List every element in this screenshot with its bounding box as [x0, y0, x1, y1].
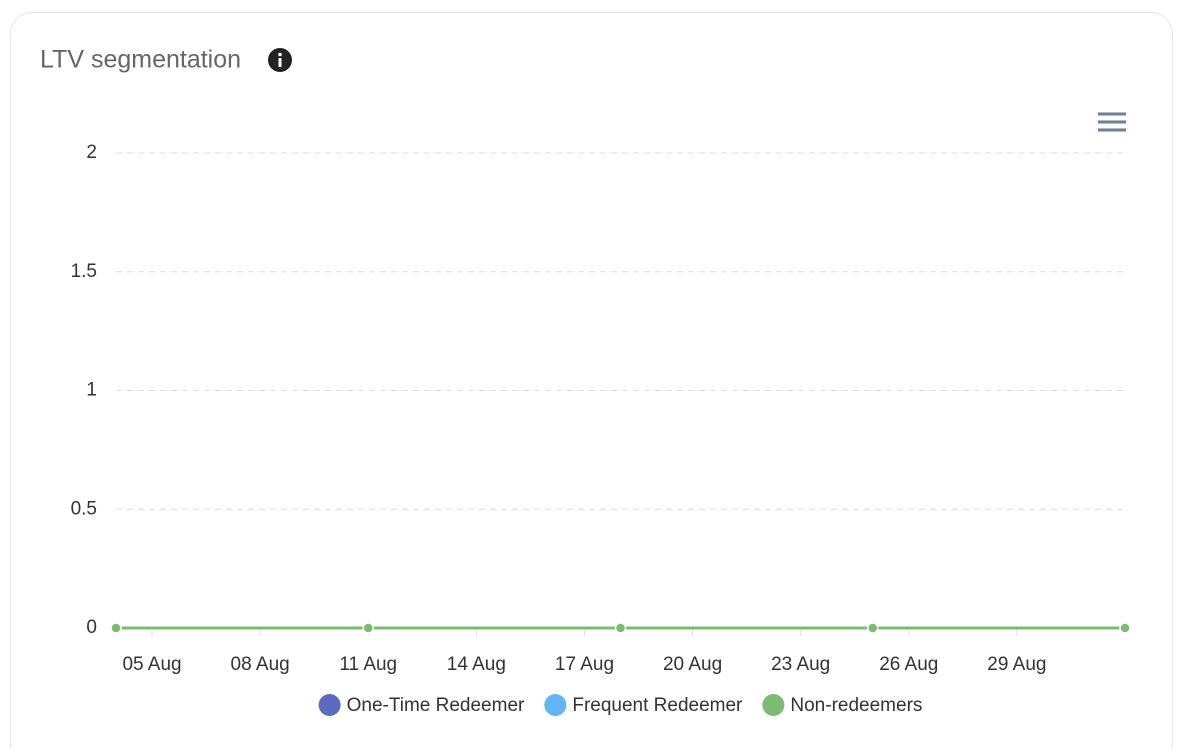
x-tick-label: 08 Aug [231, 654, 290, 675]
chart-title: LTV segmentation [40, 46, 241, 74]
x-tick-label: 14 Aug [447, 654, 506, 675]
legend-swatch [544, 694, 567, 716]
legend-item[interactable]: One-Time Redeemer [318, 694, 525, 716]
info-icon[interactable] [268, 48, 292, 72]
card [10, 12, 1173, 753]
x-tick-label: 29 Aug [987, 654, 1046, 675]
y-tick-label: 2 [86, 142, 97, 163]
point [110, 622, 122, 634]
legend-swatch [318, 694, 341, 716]
x-tick-label: 23 Aug [771, 654, 830, 675]
y-tick-label: 0 [86, 617, 97, 638]
legend-swatch [762, 694, 785, 716]
point [867, 622, 879, 634]
menu-icon[interactable] [1098, 112, 1126, 132]
point [614, 622, 627, 634]
x-tick-label: 11 Aug [339, 654, 397, 675]
legend-label: One-Time Redeemer [347, 695, 525, 716]
y-tick-label: 1 [86, 380, 97, 401]
x-tick-label: 17 Aug [555, 654, 614, 675]
y-tick-label: 1.5 [71, 261, 97, 282]
legend-label: Frequent Redeemer [572, 695, 743, 716]
x-tick-label: 05 Aug [122, 654, 181, 675]
legend-label: Non-redeemers [790, 695, 922, 716]
x-tick-label: 20 Aug [663, 654, 722, 675]
point [1119, 622, 1131, 634]
y-tick-label: 0.5 [71, 498, 97, 519]
legend-item[interactable]: Frequent Redeemer [544, 694, 743, 716]
x-tick-label: 26 Aug [879, 654, 938, 675]
point [362, 622, 374, 634]
legend-item[interactable]: Non-redeemers [762, 694, 922, 716]
legend: One-Time Redeemer Frequent Redeemer Non-re… [318, 694, 922, 716]
